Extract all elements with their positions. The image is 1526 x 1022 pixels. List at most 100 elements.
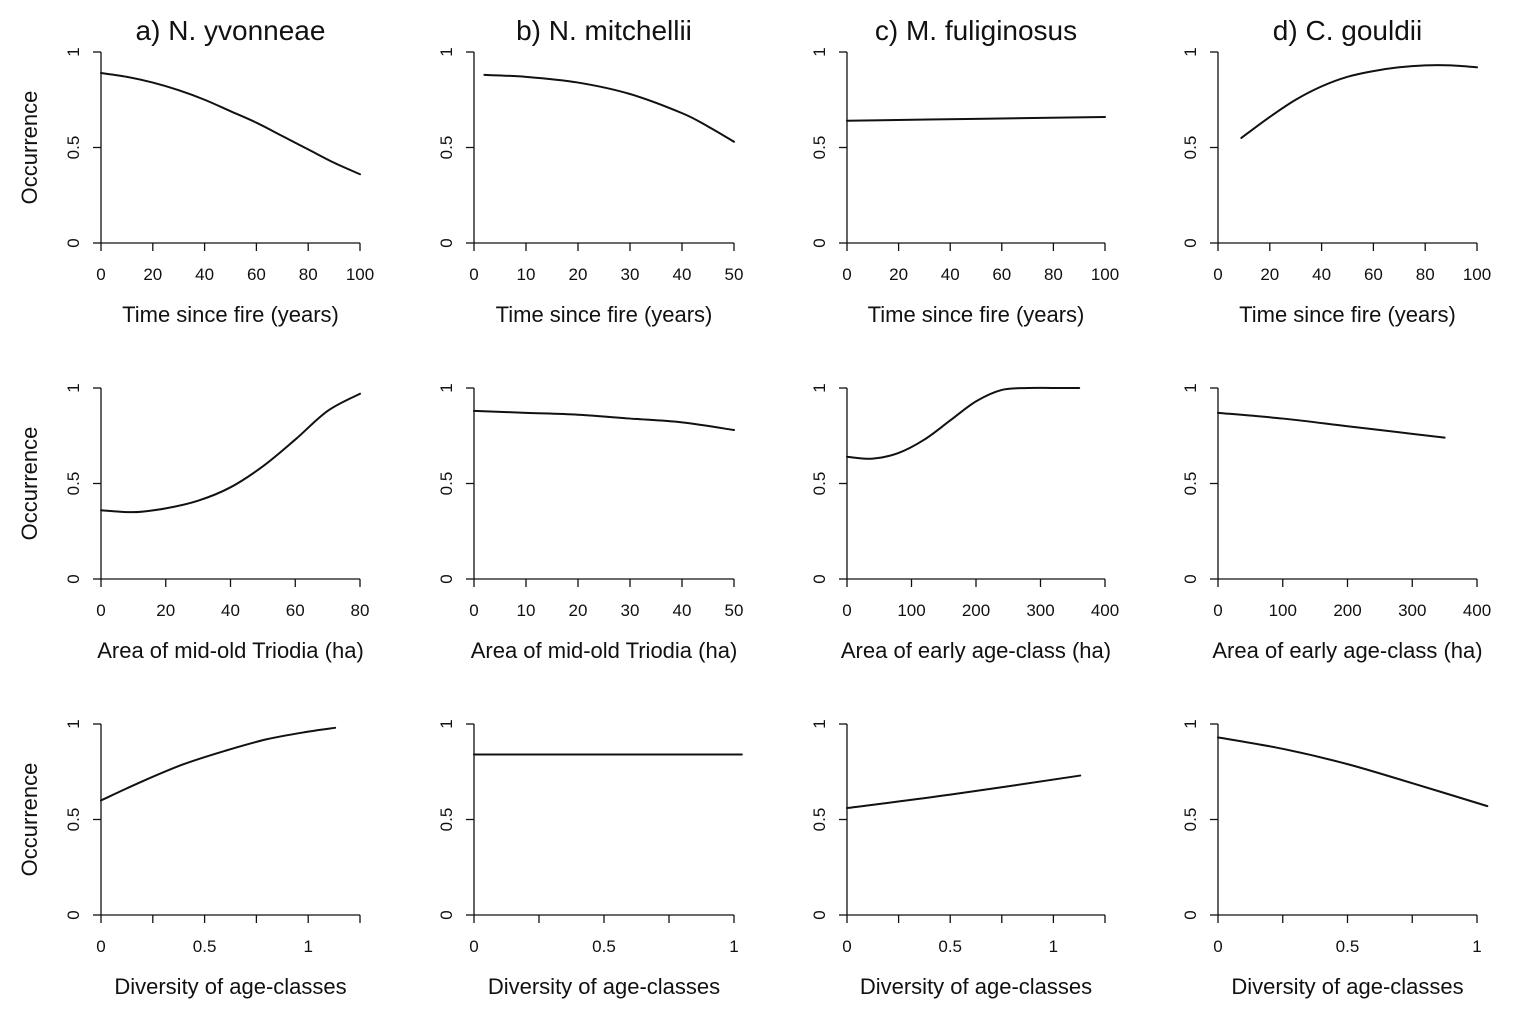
y-tick-label: 1 [1181, 719, 1200, 728]
x-tick-label: 0 [96, 937, 105, 956]
x-tick-label: 50 [725, 265, 744, 284]
panel-2-1: 0 0.5 1 0 0.5 1 Diversity of age-classes [437, 719, 743, 999]
x-tick-label: 20 [569, 601, 588, 620]
y-tick-label: 0.5 [810, 472, 829, 496]
x-tick-label: 80 [1044, 265, 1063, 284]
y-axis-label: Occurrence [17, 763, 42, 877]
x-tick-label: 0.5 [1336, 937, 1360, 956]
x-tick-label: 0 [469, 601, 478, 620]
x-axis-label: Area of mid-old Triodia (ha) [471, 638, 738, 663]
y-tick-label: 0 [64, 910, 83, 919]
x-tick-label: 80 [299, 265, 318, 284]
panel-1-3: 0 0.5 1 0 100 200 300 400 Area of early age-clas… [1181, 383, 1491, 663]
x-tick-label: 100 [1463, 265, 1491, 284]
x-tick-label: 0 [96, 265, 105, 284]
y-tick-label: 0.5 [437, 472, 456, 496]
y-tick-label: 1 [64, 47, 83, 56]
x-tick-label: 300 [1026, 601, 1054, 620]
x-tick-label: 1 [1472, 937, 1481, 956]
x-tick-label: 200 [962, 601, 990, 620]
x-tick-label: 40 [1312, 265, 1331, 284]
x-tick-label: 0 [842, 601, 851, 620]
panel-1-2: 0 0.5 1 0 100 200 300 400 Area of early age-clas… [810, 383, 1119, 663]
x-tick-label: 200 [1333, 601, 1361, 620]
x-tick-label: 400 [1091, 601, 1119, 620]
y-tick-label: 1 [437, 719, 456, 728]
y-tick-label: 0 [1181, 574, 1200, 583]
occurrence-curve [1217, 736, 1489, 808]
x-tick-label: 1 [1049, 937, 1058, 956]
x-tick-label: 0.5 [193, 937, 217, 956]
y-tick-label: 0 [1181, 238, 1200, 247]
occurrence-curve [1240, 64, 1478, 139]
x-axis-label: Time since fire (years) [1239, 302, 1456, 327]
x-tick-label: 0 [96, 601, 105, 620]
x-tick-label: 0 [1213, 937, 1222, 956]
x-tick-label: 60 [1364, 265, 1383, 284]
y-tick-label: 0.5 [810, 808, 829, 832]
x-tick-label: 40 [221, 601, 240, 620]
x-tick-label: 0 [842, 265, 851, 284]
x-axis-label: Diversity of age-classes [1231, 974, 1463, 999]
x-tick-label: 100 [897, 601, 925, 620]
x-tick-label: 100 [346, 265, 374, 284]
x-tick-label: 0 [842, 937, 851, 956]
panel-0-0: a) N. yvonneae 0 0.5 1 0 20 40 60 80 100 Time sinc… [17, 15, 374, 327]
y-tick-label: 0 [810, 910, 829, 919]
y-tick-label: 1 [1181, 47, 1200, 56]
occurrence-curve [846, 774, 1082, 810]
occurrence-curve [100, 392, 361, 514]
x-axis-label: Time since fire (years) [868, 302, 1085, 327]
x-tick-label: 20 [143, 265, 162, 284]
x-tick-label: 0.5 [592, 937, 616, 956]
y-tick-label: 1 [810, 383, 829, 392]
panel-1-0: 0 0.5 1 0 20 40 60 80 Area of mid-old Triodia (h… [17, 383, 369, 663]
x-tick-label: 40 [941, 265, 960, 284]
y-tick-label: 1 [64, 719, 83, 728]
y-tick-label: 0.5 [64, 472, 83, 496]
x-tick-label: 20 [889, 265, 908, 284]
x-tick-label: 100 [1269, 601, 1297, 620]
y-tick-label: 0.5 [1181, 808, 1200, 832]
occurrence-curve [100, 726, 337, 802]
y-tick-label: 0.5 [437, 808, 456, 832]
x-tick-label: 0 [1213, 601, 1222, 620]
panel-2-3: 0 0.5 1 0 0.5 1 Diversity of age-classes [1181, 719, 1489, 999]
panel-2-2: 0 0.5 1 0 0.5 1 Diversity of age-classes [810, 719, 1106, 999]
panel-title: b) N. mitchellii [516, 15, 692, 46]
x-tick-label: 60 [286, 601, 305, 620]
x-tick-label: 20 [156, 601, 175, 620]
y-tick-label: 0 [64, 574, 83, 583]
occurrence-curve [100, 72, 361, 176]
occurrence-curve [846, 115, 1106, 122]
y-tick-label: 1 [437, 47, 456, 56]
occurrence-curve [846, 386, 1081, 460]
x-tick-label: 30 [621, 601, 640, 620]
y-tick-label: 0 [437, 238, 456, 247]
y-tick-label: 0 [437, 574, 456, 583]
x-axis-label: Diversity of age-classes [488, 974, 720, 999]
panel-0-2: c) M. fuliginosus 0 0.5 1 0 20 40 60 80 100 Time s… [810, 15, 1119, 327]
y-tick-label: 0.5 [1181, 136, 1200, 160]
x-tick-label: 10 [517, 265, 536, 284]
x-tick-label: 10 [517, 601, 536, 620]
panel-2-0: 0 0.5 1 0 0.5 1 Diversity of age-classes Occurr… [17, 719, 361, 999]
x-axis-label: Time since fire (years) [496, 302, 713, 327]
occurrence-curve [483, 73, 735, 143]
x-tick-label: 50 [725, 601, 744, 620]
x-tick-label: 300 [1398, 601, 1426, 620]
x-tick-label: 80 [1416, 265, 1435, 284]
x-tick-label: 20 [569, 265, 588, 284]
panel-0-3: d) C. gouldii 0 0.5 1 0 20 40 60 80 100 Time since… [1181, 15, 1491, 327]
x-tick-label: 20 [1260, 265, 1279, 284]
x-tick-label: 40 [195, 265, 214, 284]
x-tick-label: 0 [1213, 265, 1222, 284]
y-tick-label: 1 [810, 47, 829, 56]
x-tick-label: 100 [1091, 265, 1119, 284]
x-tick-label: 400 [1463, 601, 1491, 620]
x-tick-label: 1 [729, 937, 738, 956]
x-axis-label: Diversity of age-classes [860, 974, 1092, 999]
